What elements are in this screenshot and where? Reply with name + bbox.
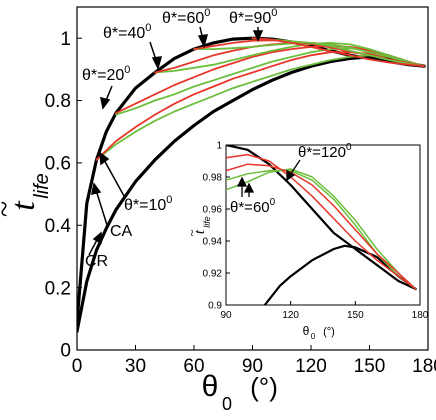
arrow-inset-theta120-head <box>286 169 296 182</box>
inset-y-tick-label: 0.98 <box>203 173 223 184</box>
arrow-theta90-head <box>252 30 264 42</box>
main-x-label-symbol: θ <box>202 370 219 403</box>
main-series-line-11 <box>251 37 425 68</box>
arrow-theta40-head <box>151 56 163 71</box>
main-x-axis-label: θ 0 (°) <box>202 370 278 414</box>
main-x-label-unit: (°) <box>250 372 278 402</box>
inset-x-label-sub: 0 <box>311 332 316 341</box>
inset-annotations: θ*=1200 θ*=600 <box>230 142 352 216</box>
inset-background <box>226 145 420 305</box>
annotation-cr: CR <box>85 253 108 270</box>
inset-x-ticks: 90 120 150 180 <box>220 301 429 321</box>
main-y-axis-label: t ~ life <box>0 173 53 217</box>
inset-series-line-3 <box>226 153 417 290</box>
arrow-ca <box>95 189 108 226</box>
annotation-theta60: θ*=600 <box>162 7 210 27</box>
inset-y-tick-label: 0.94 <box>203 237 223 248</box>
main-x-tick-label: 60 <box>183 356 204 377</box>
inset-plot-frame <box>225 144 421 306</box>
inset-x-tick-label: 120 <box>282 310 299 321</box>
main-x-tick-label: 30 <box>125 356 146 377</box>
inset-x-tick-label: 150 <box>347 310 364 321</box>
main-x-ticks: 0 30 60 90 120 150 180 <box>72 345 436 377</box>
inset-y-label-main: t <box>192 229 208 234</box>
main-series-line-6 <box>154 42 425 74</box>
annotation-theta10: θ*=100 <box>124 194 172 214</box>
inset-x-tick-label: 90 <box>220 310 232 321</box>
main-x-tick-label: 0 <box>72 356 83 377</box>
inset-y-tick-label: 0.9 <box>208 301 222 312</box>
inset-series-line-4 <box>226 168 417 290</box>
arrow-inset-theta60-b-head <box>243 182 255 193</box>
main-y-tick-label: 0.8 <box>45 91 71 112</box>
inset-plot: 90 120 150 180 0.9 0.92 0.94 0.96 0.98 1 t ~ lif… <box>184 141 429 342</box>
arrow-inset-theta60-a-head <box>236 176 248 187</box>
annotation-theta20: θ*=200 <box>82 64 130 84</box>
inset-series-line-0 <box>226 145 417 291</box>
main-x-label-sub: 0 <box>222 394 232 414</box>
main-y-label-tilde: ~ <box>0 201 21 217</box>
main-x-tick-label: 150 <box>354 356 386 377</box>
main-annotation-arrows <box>88 26 264 256</box>
main-y-tick-label: 1 <box>60 29 71 50</box>
main-annotations: θ*=400 θ*=600 θ*=900 θ*=200 θ*=100 CA CR <box>82 7 277 270</box>
inset-y-tick-label: 0.96 <box>203 205 223 216</box>
arrow-theta10 <box>102 157 125 197</box>
inset-y-axis-label: t ~ life <box>184 216 212 236</box>
main-y-tick-label: 0 <box>60 341 71 362</box>
main-series-line-3 <box>95 51 425 161</box>
inset-x-label-unit: (°) <box>323 326 335 338</box>
main-y-label-sub: life <box>31 173 53 199</box>
annotation-theta90: θ*=900 <box>229 7 277 27</box>
inset-series-group <box>226 145 417 305</box>
arrow-inset-theta120 <box>289 159 301 176</box>
arrow-theta60-head <box>197 34 209 49</box>
inset-series-line-5 <box>226 163 417 290</box>
inset-y-label-sub: life <box>202 216 212 228</box>
inset-x-label-symbol: θ <box>303 324 310 338</box>
inset-y-ticks: 0.9 0.92 0.94 0.96 0.98 1 <box>203 141 230 312</box>
main-y-tick-label: 0.6 <box>45 154 71 175</box>
annotation-inset-theta120: θ*=1200 <box>298 142 352 161</box>
inset-series-line-2 <box>226 169 417 290</box>
inset-x-tick-label: 180 <box>412 310 429 321</box>
annotation-inset-theta60: θ*=600 <box>230 197 276 216</box>
inset-y-label-tilde: ~ <box>184 229 199 236</box>
inset-x-axis-label: θ 0 (°) <box>303 324 335 341</box>
annotation-theta40: θ*=400 <box>103 22 151 42</box>
main-series-group <box>77 36 426 333</box>
main-y-tick-label: 0.4 <box>45 216 72 237</box>
inset-annotation-arrows <box>236 159 301 197</box>
arrow-theta20-head <box>100 96 111 110</box>
main-x-tick-label: 120 <box>295 356 327 377</box>
main-x-tick-label: 180 <box>412 356 436 377</box>
main-plot: 0 30 60 90 120 150 180 0 0.2 0.4 0.6 0.8 1 t ~ life… <box>0 6 436 414</box>
main-y-tick-label: 0.2 <box>45 278 71 299</box>
main-y-ticks: 0 0.2 0.4 0.6 0.8 1 <box>45 29 82 362</box>
arrow-ca-head <box>91 182 102 196</box>
main-x-tick-label: 90 <box>242 356 263 377</box>
main-y-label-main: t <box>5 200 42 211</box>
inset-series-line-1 <box>263 244 417 305</box>
arrow-theta10-head <box>99 151 110 166</box>
annotation-ca: CA <box>110 223 133 240</box>
arrow-cr-head <box>92 231 102 245</box>
inset-y-tick-label: 1 <box>216 141 222 152</box>
inset-y-tick-label: 0.92 <box>203 269 223 280</box>
